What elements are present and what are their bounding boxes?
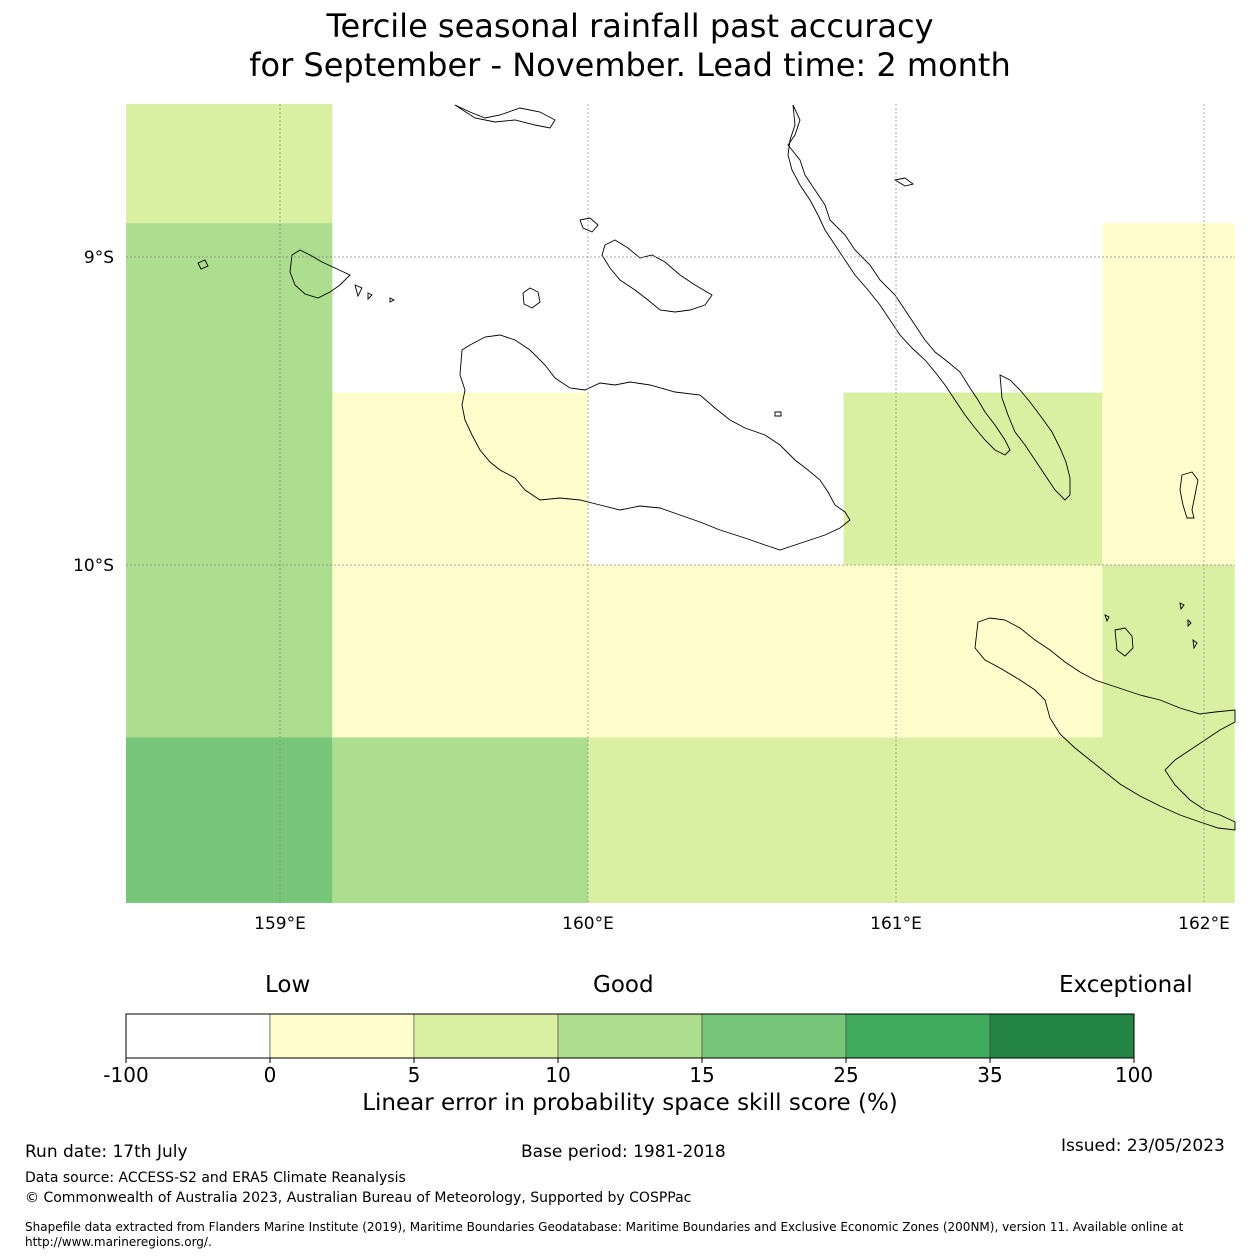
small-islet-c	[389, 297, 396, 303]
lat-tick-label: 9°S	[84, 248, 114, 268]
grid-cell-1	[126, 223, 333, 738]
lon-tick-label: 161°E	[870, 914, 922, 934]
grid-cells-layer	[126, 104, 1235, 903]
colorbar-tick-label: 15	[689, 1063, 714, 1087]
ulawa-coastline	[1114, 627, 1134, 657]
colorbar-bin	[845, 1013, 991, 1059]
lon-tick-label: 160°E	[562, 914, 614, 934]
grid-cell-4	[332, 737, 588, 903]
grid-cell-8	[1102, 565, 1235, 738]
colorbar	[125, 1013, 1135, 1059]
colorbar-tick-label: 35	[977, 1063, 1002, 1087]
map-title-line1: Tercile seasonal rainfall past accuracy	[326, 7, 934, 45]
colorbar-category-good: Good	[593, 972, 654, 998]
colorbar-tick-label: -100	[103, 1063, 148, 1087]
lon-tick-label: 162°E	[1178, 914, 1230, 934]
colorbar-category-low: Low	[265, 972, 311, 998]
grid-cell-2	[126, 737, 333, 903]
colorbar-tick-label: 100	[1115, 1063, 1153, 1087]
colorbar-bin	[269, 1013, 415, 1059]
small-island-2	[893, 177, 915, 187]
colorbar-title: Linear error in probability space skill …	[362, 1090, 898, 1116]
east-islet-2	[1179, 602, 1185, 611]
lon-tick-label: 159°E	[254, 914, 306, 934]
colorbar-tick-labels: -100 0 5 10 15 25 35 100	[103, 1058, 1153, 1087]
colorbar-bin	[701, 1013, 847, 1059]
small-malaita-coastline	[999, 374, 1071, 501]
russell-islands-coastline	[289, 249, 351, 299]
small-island-1	[579, 217, 599, 233]
small-islet-b	[354, 284, 363, 298]
isabel-tip-coastline	[454, 104, 556, 129]
base-period: Base period: 1981-2018	[521, 1142, 726, 1162]
run-date: Run date: 17th July	[25, 1142, 188, 1162]
savo-island-coastline	[522, 287, 541, 309]
colorbar-tick-label: 5	[408, 1063, 421, 1087]
guadalcanal-coastline	[459, 334, 851, 551]
florida-islands-coastline	[601, 239, 713, 313]
shapefile-note: Shapefile data extracted from Flanders M…	[25, 1220, 1184, 1249]
axis-labels: 159°E 160°E 161°E 162°E 9°S 10°S	[73, 248, 1230, 934]
lat-tick-label: 10°S	[73, 556, 114, 576]
grid-cell-7	[588, 737, 1235, 903]
makira-coastline	[974, 617, 1236, 831]
colorbar-tick-label: 0	[264, 1063, 277, 1087]
coastlines	[197, 104, 1236, 831]
copyright: © Commonwealth of Australia 2023, Austra…	[25, 1190, 692, 1206]
data-source: Data source: ACCESS-S2 and ERA5 Climate …	[25, 1170, 406, 1186]
west-islet	[197, 259, 209, 270]
colorbar-bin	[557, 1013, 703, 1059]
gridlines	[126, 104, 1235, 903]
colorbar-bin	[125, 1013, 271, 1059]
grid-cell-6	[843, 392, 1103, 565]
grid-cell-9	[1102, 223, 1235, 565]
colorbar-outline	[125, 1013, 1135, 1059]
east-islet-1	[1104, 614, 1110, 623]
colorbar-tick-label: 25	[833, 1063, 858, 1087]
issued-date: Issued: 23/05/2023	[1061, 1136, 1225, 1156]
grid-cell-0	[126, 104, 333, 224]
colorbar-category-exceptional: Exceptional	[1059, 972, 1193, 998]
grid-cell-5	[588, 565, 1103, 738]
east-islet-4	[1192, 639, 1198, 650]
small-islet-a	[774, 411, 782, 417]
colorbar-bin	[989, 1013, 1135, 1059]
map-title-line2: for September - November. Lead time: 2 m…	[249, 46, 1011, 84]
colorbar-tick-label: 10	[545, 1063, 570, 1087]
sikaiana-coastline	[1179, 471, 1199, 519]
malaita-coastline	[787, 104, 1011, 456]
small-islet-d	[367, 292, 373, 301]
colorbar-bin	[413, 1013, 559, 1059]
east-islet-3	[1187, 618, 1192, 628]
